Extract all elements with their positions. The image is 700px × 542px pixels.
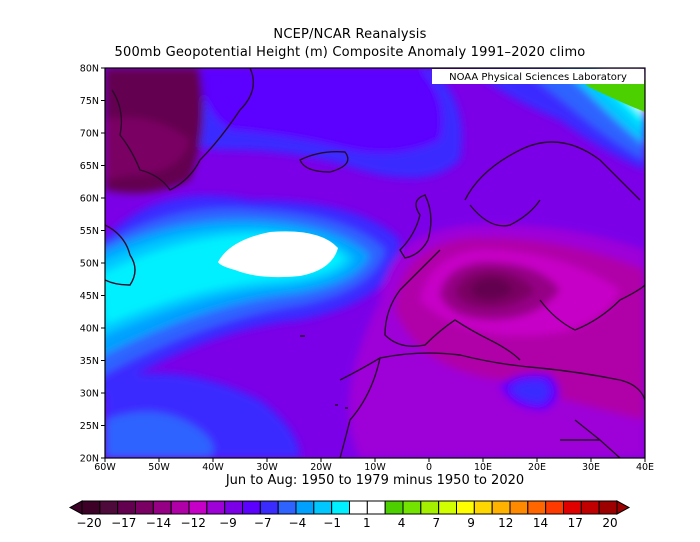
colorbar-box [366,500,386,515]
colorbar-box [81,500,101,515]
greenland-coast [111,68,254,191]
lat-tick-label: 75N [80,96,99,107]
lat-tick-label: 70N [80,129,99,140]
british-isles-coast [399,194,432,259]
lat-tick-label: 80N [80,64,99,75]
colorbar-box [527,500,547,515]
colorbar-box [277,500,297,515]
colorbar-boxes [68,500,631,515]
lat-tick-label: 60N [80,194,99,205]
lon-tick-label: 40W [202,462,224,473]
colorbar-box [545,500,565,515]
atlantic-islands [300,335,348,409]
red-sea-coast [560,419,621,458]
lat-tick-label: 65N [80,161,99,172]
lat-tick-label: 55N [80,226,99,237]
colorbar-labels: −20 −17 −14 −12 −9 −7 −4 −1 1 4 7 9 12 14 17 20 [76,516,617,530]
colorbar-label: 7 [433,516,441,530]
lat-tick-label: 50N [80,259,99,270]
lat-tick-label: 35N [80,356,99,367]
colorbar-box [170,500,190,515]
colorbar-box [491,500,511,515]
colorbar-box [384,500,404,515]
colorbar-label: −17 [111,516,136,530]
colorbar-label: 14 [533,516,548,530]
credit-box [432,69,644,84]
lat-tick-label: 25N [80,421,99,432]
coastlines [105,68,645,458]
lat-tick-label: 30N [80,389,99,400]
lon-tick-label: 40E [636,462,654,473]
lon-tick-label: 50W [148,462,170,473]
colorbar-box [509,500,529,515]
period-subtitle: Jun to Aug: 1950 to 1979 minus 1950 to 2… [225,473,525,488]
colorbar-box [349,500,368,515]
colorbar-box [135,500,154,515]
colorbar-high-arrow [616,500,631,515]
colorbar-box [152,500,172,515]
colorbar-label: 20 [602,516,617,530]
colorbar-label: −1 [323,516,341,530]
lon-tick-label: 10W [364,462,386,473]
western-europe-coast [384,249,521,361]
colorbar-label: −7 [254,516,272,530]
lat-tick-label: 40N [80,324,99,335]
west-africa-coast [339,356,382,458]
lon-tick-label: 0 [426,462,432,473]
colorbar-box [313,500,333,515]
north-america-coast [105,224,136,286]
colorbar-box [438,500,457,515]
lat-tick-label: 20N [80,454,99,465]
north-africa-coast [379,352,645,401]
lon-tick-label: 30W [256,462,278,473]
scandinavia-coast [464,141,641,227]
lon-tick-label: 10E [474,462,492,473]
lon-tick-label: 20W [310,462,332,473]
colorbar-box [224,500,244,515]
colorbar-label: −20 [76,516,101,530]
lon-tick-label: 30E [582,462,600,473]
colorbar-low-arrow [68,500,83,515]
colorbar-box [295,500,315,515]
colorbar-label: −4 [289,516,307,530]
colorbar-box [420,500,440,515]
colorbar-box [563,500,582,515]
colorbar-label: −9 [219,516,237,530]
colorbar-box [580,500,600,515]
colorbar-box [206,500,226,515]
colorbar-box [99,500,119,515]
lat-tick-label: 45N [80,291,99,302]
colorbar-label: 9 [467,516,475,530]
colorbar-label: −12 [181,516,206,530]
colorbar-box [259,500,279,515]
colorbar-box [456,500,475,515]
colorbar-box [117,500,136,515]
title-line-1: NCEP/NCAR Reanalysis [273,27,427,42]
longitude-axis: 60W 50W 40W 30W 20W 10W 0 10E 20E 30E 40E [94,458,654,473]
credit-text: NOAA Physical Sciences Laboratory [449,72,627,83]
colorbar-label: 12 [498,516,513,530]
colorbar-box [402,500,422,515]
colorbar-box [473,500,493,515]
colorbar-label: 4 [398,516,406,530]
title-line-2: 500mb Geopotential Height (m) Composite … [114,45,586,60]
black-sea-coast [539,284,645,331]
colorbar-box [242,500,261,515]
colorbar-box [188,500,208,515]
colorbar-label: 1 [363,516,371,530]
colorbar-label: 17 [568,516,583,530]
lon-tick-label: 60W [94,462,116,473]
latitude-axis: 80N 75N 70N 65N 60N 55N 50N 45N 40N 35N 30N 25N 20N [80,64,105,465]
colorbar-box [331,500,350,515]
colorbar-box [598,500,618,515]
iceland-coast [299,150,349,173]
colorbar-label: −14 [146,516,171,530]
lon-tick-label: 20E [528,462,546,473]
